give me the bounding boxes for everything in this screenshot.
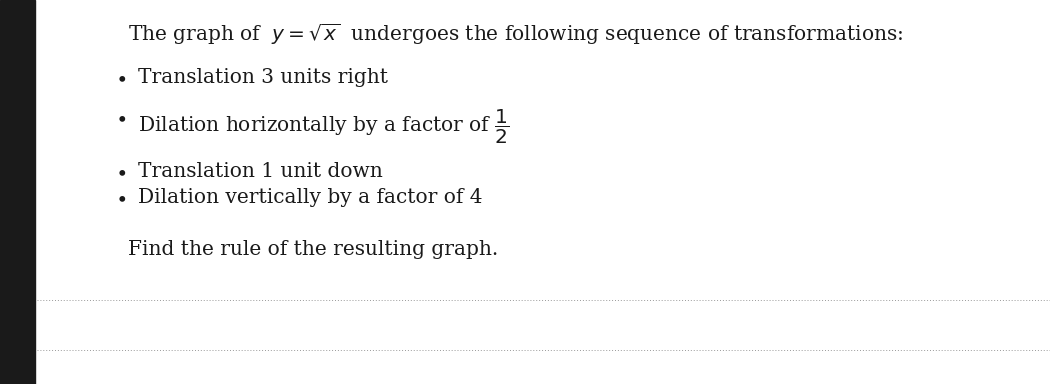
Text: $\bullet$: $\bullet$ <box>116 68 126 87</box>
Text: Translation 1 unit down: Translation 1 unit down <box>138 162 383 181</box>
Text: $\bullet$: $\bullet$ <box>116 162 126 181</box>
Text: Dilation horizontally by a factor of $\dfrac{1}{2}$: Dilation horizontally by a factor of $\d… <box>138 108 509 146</box>
Text: Translation 3 units right: Translation 3 units right <box>138 68 388 87</box>
Text: Find the rule of the resulting graph.: Find the rule of the resulting graph. <box>128 240 499 259</box>
Bar <box>0 0 35 384</box>
Text: $\bullet$: $\bullet$ <box>116 188 126 207</box>
Text: $\bullet$: $\bullet$ <box>116 108 126 127</box>
Text: Dilation vertically by a factor of 4: Dilation vertically by a factor of 4 <box>138 188 483 207</box>
Text: The graph of  $y = \sqrt{x}$  undergoes the following sequence of transformation: The graph of $y = \sqrt{x}$ undergoes th… <box>128 22 903 47</box>
